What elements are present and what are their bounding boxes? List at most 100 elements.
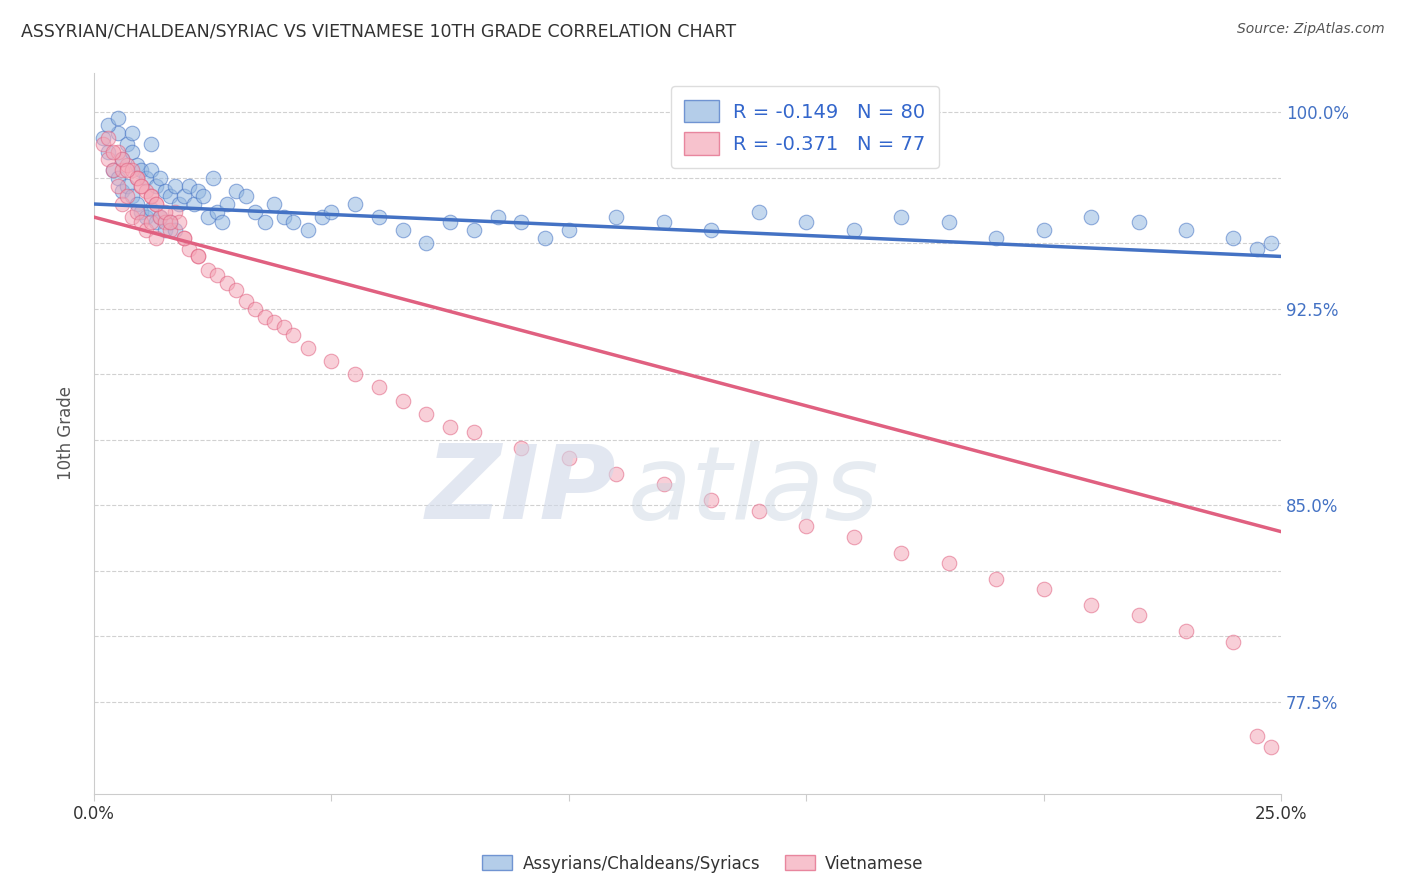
Point [163,223,186,237]
Point [111,153,134,167]
Point [415,407,437,421]
Point [139,136,162,151]
Point [101,145,124,159]
Point [652,215,675,229]
Point [890,545,912,559]
Point [121,189,143,203]
Point [297,341,319,355]
Point [97,131,120,145]
Text: ZIP: ZIP [426,441,616,541]
Point [245,301,267,316]
Point [125,197,148,211]
Point [125,205,148,219]
Point [1175,223,1198,237]
Point [153,205,176,219]
Point [273,210,295,224]
Point [159,215,181,229]
Point [93,131,115,145]
Point [159,223,181,237]
Point [1260,236,1282,251]
Point [187,184,209,198]
Point [173,231,195,245]
Point [115,163,138,178]
Point [111,163,134,178]
Point [273,320,295,334]
Point [139,189,162,203]
Legend: Assyrians/Chaldeans/Syriacs, Vietnamese: Assyrians/Chaldeans/Syriacs, Vietnamese [475,848,931,880]
Point [177,242,200,256]
Point [938,556,960,570]
Point [439,215,461,229]
Point [111,153,134,167]
Point [121,126,143,140]
Point [145,215,167,229]
Point [149,210,172,224]
Point [225,184,247,198]
Point [463,425,485,439]
Point [245,205,267,219]
Point [1222,231,1244,245]
Point [283,328,305,343]
Point [415,236,437,251]
Point [163,205,186,219]
Point [439,419,461,434]
Point [187,249,209,263]
Legend: R = -0.149   N = 80, R = -0.371   N = 77: R = -0.149 N = 80, R = -0.371 N = 77 [671,87,939,169]
Point [139,215,162,229]
Point [107,178,129,193]
Point [191,189,214,203]
Point [93,136,115,151]
Point [201,170,224,185]
Point [1032,582,1054,597]
Point [344,197,367,211]
Point [97,153,120,167]
Point [1080,598,1102,612]
Point [215,276,238,290]
Point [107,126,129,140]
Point [131,178,153,193]
Point [225,284,247,298]
Point [153,215,176,229]
Point [197,210,219,224]
Text: ASSYRIAN/CHALDEAN/SYRIAC VS VIETNAMESE 10TH GRADE CORRELATION CHART: ASSYRIAN/CHALDEAN/SYRIAC VS VIETNAMESE 1… [21,22,737,40]
Point [207,268,229,282]
Point [149,210,172,224]
Point [97,119,120,133]
Point [842,223,865,237]
Point [321,205,343,219]
Point [111,197,134,211]
Point [297,223,319,237]
Text: atlas: atlas [628,441,880,541]
Point [145,197,167,211]
Point [794,215,817,229]
Point [135,184,157,198]
Point [115,136,138,151]
Point [558,451,581,466]
Y-axis label: 10th Grade: 10th Grade [58,386,75,480]
Point [107,170,129,185]
Point [131,205,153,219]
Point [938,215,960,229]
Point [367,210,389,224]
Point [153,223,176,237]
Point [1175,624,1198,639]
Point [111,184,134,198]
Point [842,530,865,544]
Point [169,215,191,229]
Point [235,189,257,203]
Point [652,477,675,491]
Point [283,215,305,229]
Point [558,223,581,237]
Point [107,111,129,125]
Point [139,189,162,203]
Point [321,354,343,368]
Point [131,163,153,178]
Point [121,210,143,224]
Point [159,189,181,203]
Point [215,197,238,211]
Point [125,158,148,172]
Point [187,249,209,263]
Point [605,467,627,481]
Point [486,210,509,224]
Point [367,380,389,394]
